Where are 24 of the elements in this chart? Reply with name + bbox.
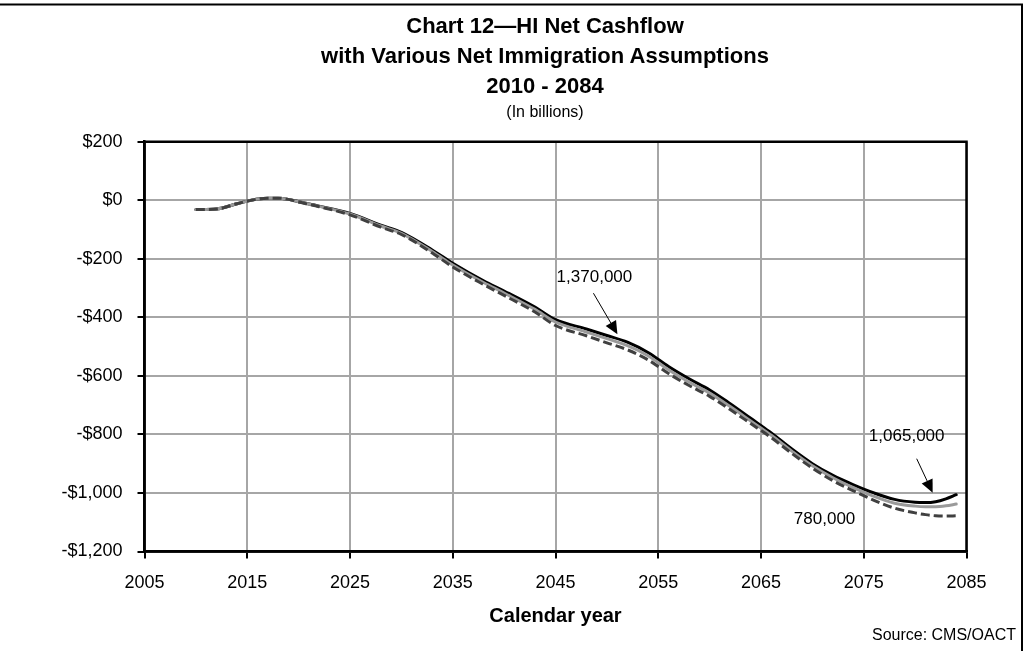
x-tick-label: 2055 xyxy=(638,572,679,593)
y-tick-label: -$200 xyxy=(76,247,123,268)
y-tick-label: $0 xyxy=(102,189,123,210)
x-tick-label: 2085 xyxy=(946,572,987,593)
x-tick-label: 2045 xyxy=(535,572,576,593)
x-tick-label: 2025 xyxy=(329,572,371,593)
x-tick-label: 2035 xyxy=(432,572,473,593)
series-label: 780,000 xyxy=(793,508,856,528)
chart-subtitle: (In billions) xyxy=(506,103,584,121)
y-tick-label: -$600 xyxy=(76,364,123,385)
y-tick-label: -$800 xyxy=(76,423,123,444)
source-note: Source: CMS/OACT xyxy=(871,626,1017,644)
series-label: 1,370,000 xyxy=(556,266,633,286)
y-tick-label: -$400 xyxy=(76,306,123,327)
x-tick-label: 2065 xyxy=(740,572,782,593)
y-tick-label: $200 xyxy=(82,130,123,151)
x-tick-label: 2075 xyxy=(843,572,884,593)
chart-title: Chart 12—HI Net Cashflow with Various Net Immigration Assumptions 2010 - 2084 xyxy=(320,13,769,99)
x-tick-label: 2015 xyxy=(227,572,268,593)
y-tick-label: -$1,000 xyxy=(61,481,123,502)
x-axis-title: Calendar year xyxy=(489,603,622,626)
text: 1,065,000 xyxy=(868,426,945,446)
x-tick-label: 2005 xyxy=(124,572,165,593)
y-tick-label: -$1,200 xyxy=(61,540,123,561)
